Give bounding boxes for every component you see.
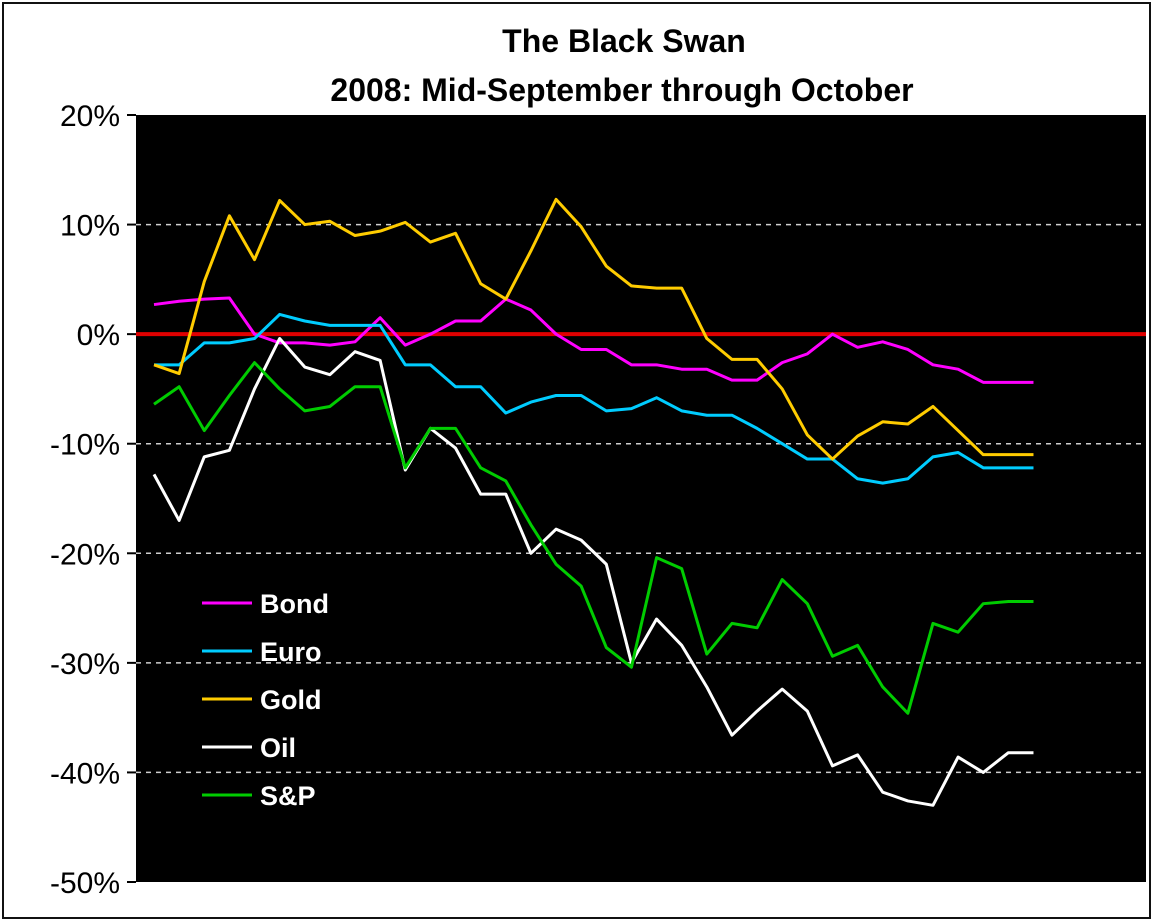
legend-label: Euro [260, 637, 322, 667]
y-tick-label: -20% [50, 538, 120, 571]
y-tick-label: -30% [50, 648, 120, 681]
series-line-s-p [153, 361, 1034, 715]
chart-title: The Black Swan [502, 23, 746, 59]
y-axis-ticks: 20% 10% 0% -10% -20% -30% -40% -50% [50, 100, 136, 900]
series-line-bond [153, 296, 1034, 384]
legend: Bond Euro Gold Oil S&P [202, 589, 329, 811]
legend-label: S&P [260, 781, 316, 811]
y-tick-label: 20% [60, 100, 120, 133]
legend-label: Gold [260, 685, 322, 715]
y-tick-label: -10% [50, 429, 120, 462]
series-line-gold [153, 197, 1034, 461]
chart-subtitle: 2008: Mid-September through October [330, 72, 913, 108]
series-line-oil [152, 337, 1034, 807]
series-line-euro [154, 312, 1034, 485]
plot-area [136, 115, 1146, 882]
series-lines [152, 197, 1034, 807]
y-tick-label: 0% [77, 319, 120, 352]
gridlines [136, 223, 1146, 774]
y-tick-label: 10% [60, 210, 120, 243]
y-tick-label: -50% [50, 867, 120, 900]
y-tick-label: -40% [50, 757, 120, 790]
legend-label: Bond [260, 589, 329, 619]
legend-label: Oil [260, 733, 296, 763]
